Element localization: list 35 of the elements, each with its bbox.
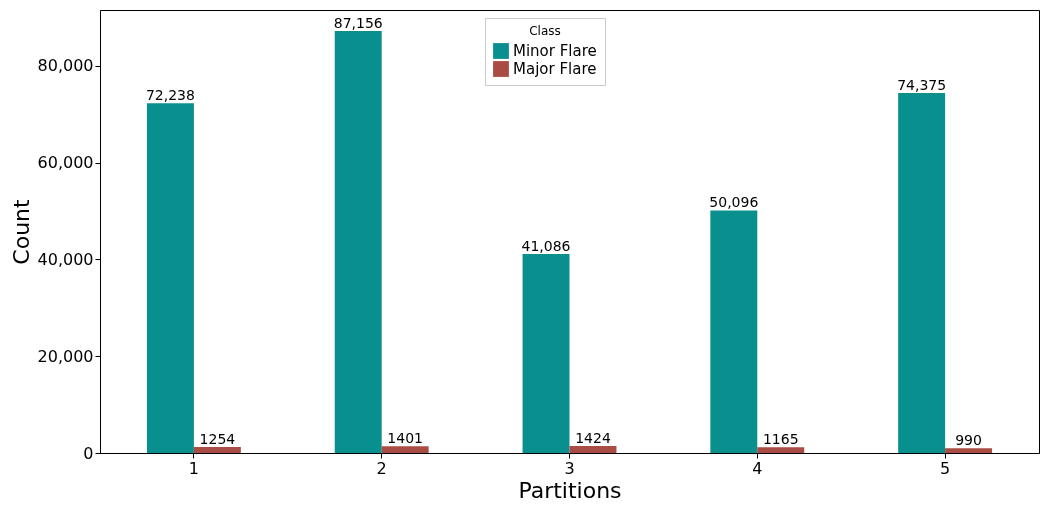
bar — [381, 446, 429, 453]
legend-label: Minor Flare — [513, 42, 597, 60]
bar — [334, 31, 382, 453]
legend-title: Class — [529, 24, 561, 38]
bar — [569, 446, 617, 453]
x-tick-label: 5 — [940, 458, 951, 478]
bar — [193, 446, 241, 453]
y-tick-label: 40,000 — [37, 249, 94, 269]
y-tick-label: 0 — [83, 443, 94, 463]
x-axis-title: Partitions — [518, 477, 622, 503]
data-label: 87,156 — [333, 15, 383, 32]
data-label: 50,096 — [709, 194, 759, 211]
y-axis-title: Count — [8, 198, 34, 265]
data-label: 72,238 — [145, 87, 195, 104]
data-label: 990 — [955, 432, 982, 449]
bar — [522, 254, 570, 453]
y-tick-label: 80,000 — [37, 56, 94, 76]
data-label: 1424 — [575, 430, 611, 447]
bar — [898, 92, 946, 453]
data-label: 1165 — [762, 431, 799, 448]
data-label: 41,086 — [521, 238, 571, 255]
bar — [146, 103, 194, 453]
x-tick-label: 2 — [376, 458, 387, 478]
x-tick-label: 1 — [188, 458, 199, 478]
y-tick-label: 60,000 — [37, 153, 94, 173]
x-tick-label: 3 — [564, 458, 575, 478]
legend-label: Major Flare — [513, 60, 597, 78]
bar — [945, 448, 993, 453]
bar — [710, 210, 758, 453]
y-tick-label: 20,000 — [37, 346, 94, 366]
x-tick-label: 4 — [752, 458, 763, 478]
data-label: 1401 — [387, 430, 423, 447]
bar — [757, 447, 805, 453]
data-label: 1254 — [199, 430, 236, 447]
data-label: 74,375 — [897, 76, 947, 93]
